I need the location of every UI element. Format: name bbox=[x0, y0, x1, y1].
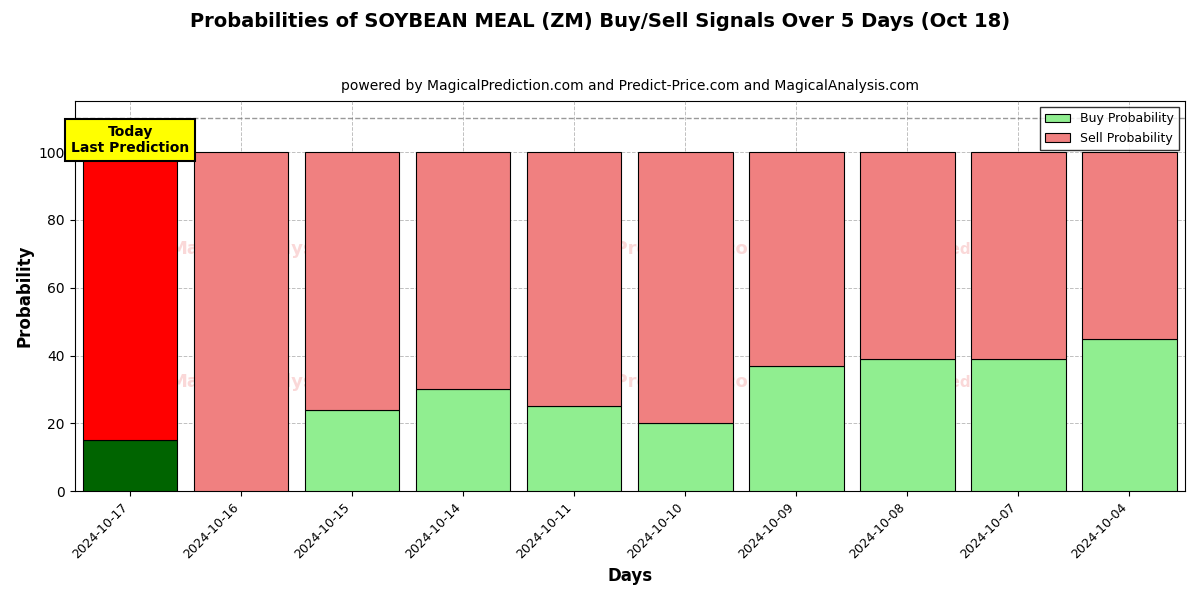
Bar bbox=[1082, 338, 1177, 491]
Text: MagicalPrediction.com: MagicalPrediction.com bbox=[865, 374, 1060, 389]
Bar bbox=[860, 359, 955, 491]
Bar bbox=[416, 152, 510, 389]
Bar bbox=[527, 152, 622, 406]
Text: Today
Last Prediction: Today Last Prediction bbox=[71, 125, 190, 155]
Text: MagicalPrediction.com: MagicalPrediction.com bbox=[538, 373, 767, 391]
Bar bbox=[971, 152, 1066, 359]
Bar bbox=[416, 389, 510, 491]
Text: MagicalAnalysis.com: MagicalAnalysis.com bbox=[169, 373, 379, 391]
Bar bbox=[971, 359, 1066, 491]
Bar bbox=[860, 152, 955, 359]
Bar bbox=[638, 152, 732, 424]
Bar bbox=[83, 440, 178, 491]
Text: Probabilities of SOYBEAN MEAL (ZM) Buy/Sell Signals Over 5 Days (Oct 18): Probabilities of SOYBEAN MEAL (ZM) Buy/S… bbox=[190, 12, 1010, 31]
Y-axis label: Probability: Probability bbox=[16, 245, 34, 347]
Bar bbox=[527, 406, 622, 491]
Title: powered by MagicalPrediction.com and Predict-Price.com and MagicalAnalysis.com: powered by MagicalPrediction.com and Pre… bbox=[341, 79, 919, 93]
Text: MagicalAnalysis.com: MagicalAnalysis.com bbox=[169, 241, 379, 259]
Text: MagicalPrediction.com: MagicalPrediction.com bbox=[865, 242, 1060, 257]
Bar bbox=[83, 152, 178, 440]
Legend: Buy Probability, Sell Probability: Buy Probability, Sell Probability bbox=[1040, 107, 1178, 149]
Bar bbox=[1082, 152, 1177, 338]
Text: MagicalPrediction.com: MagicalPrediction.com bbox=[538, 241, 767, 259]
Bar bbox=[305, 152, 400, 410]
Bar bbox=[749, 152, 844, 366]
Bar bbox=[638, 424, 732, 491]
Bar bbox=[194, 152, 288, 491]
Bar bbox=[305, 410, 400, 491]
Bar bbox=[749, 366, 844, 491]
X-axis label: Days: Days bbox=[607, 567, 653, 585]
